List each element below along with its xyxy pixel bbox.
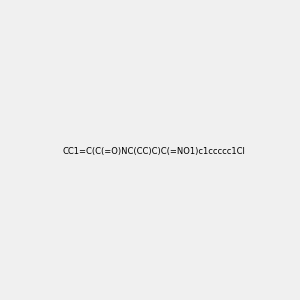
Text: CC1=C(C(=O)NC(CC)C)C(=NO1)c1ccccc1Cl: CC1=C(C(=O)NC(CC)C)C(=NO1)c1ccccc1Cl	[62, 147, 245, 156]
